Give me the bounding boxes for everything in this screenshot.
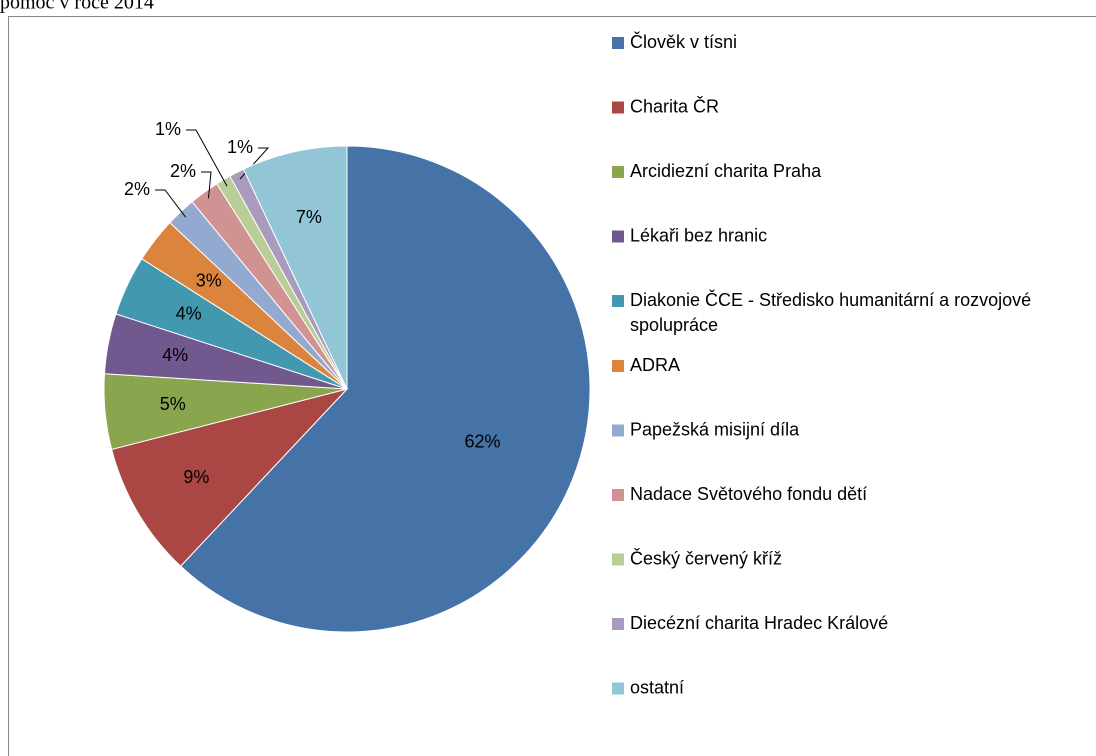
legend-label: Nadace Světového fondu dětí [630,484,867,504]
legend-label: Arcidiezní charita Praha [630,161,822,181]
legend-swatch [612,101,624,114]
legend-label: ADRA [630,355,680,375]
legend-swatch [612,37,624,49]
legend-label: Papežská misijní díla [630,419,800,439]
legend-label-line: Diakonie ČCE - Středisko humanitární a r… [630,289,1031,310]
data-label: 9% [183,467,209,487]
legend-swatch [612,618,624,630]
leader-line [155,189,187,218]
legend-label: Český červený kříž [630,547,782,568]
leader-line [186,129,228,187]
legend-swatch [612,230,624,243]
legend-label: Diakonie ČCE - Středisko humanitární a r… [630,289,1031,335]
data-label: 2% [170,161,196,181]
data-label: 7% [296,207,322,227]
pie-slice [242,145,348,390]
legend-label: Lékaři bez hranic [630,225,767,245]
data-label: 2% [124,179,150,199]
legend-swatch [612,682,624,695]
data-label: 5% [160,394,186,414]
data-label: 4% [162,345,188,365]
data-label: 3% [196,271,222,291]
chart-title: pomoc v roce 2014 [0,0,154,14]
legend-label-line: spolupráce [630,315,718,335]
legend-label: Člověk v tísni [630,31,737,52]
legend-swatch [612,553,624,566]
data-label: 62% [465,431,501,451]
leader-line [201,171,212,199]
legend-swatch [612,166,624,178]
legend-swatch [612,489,624,501]
legend-swatch [612,360,624,372]
legend-swatch [612,295,624,307]
pie-slice [179,145,591,633]
legend-label: Charita ČR [630,95,719,116]
pie-slice [111,388,349,567]
legend-swatch [612,424,624,437]
data-label: 4% [176,303,202,323]
legend-label: ostatní [630,677,684,697]
legend-label: Diecézní charita Hradec Králové [630,613,888,633]
data-label: 1% [155,119,181,139]
data-label: 1% [227,137,253,157]
